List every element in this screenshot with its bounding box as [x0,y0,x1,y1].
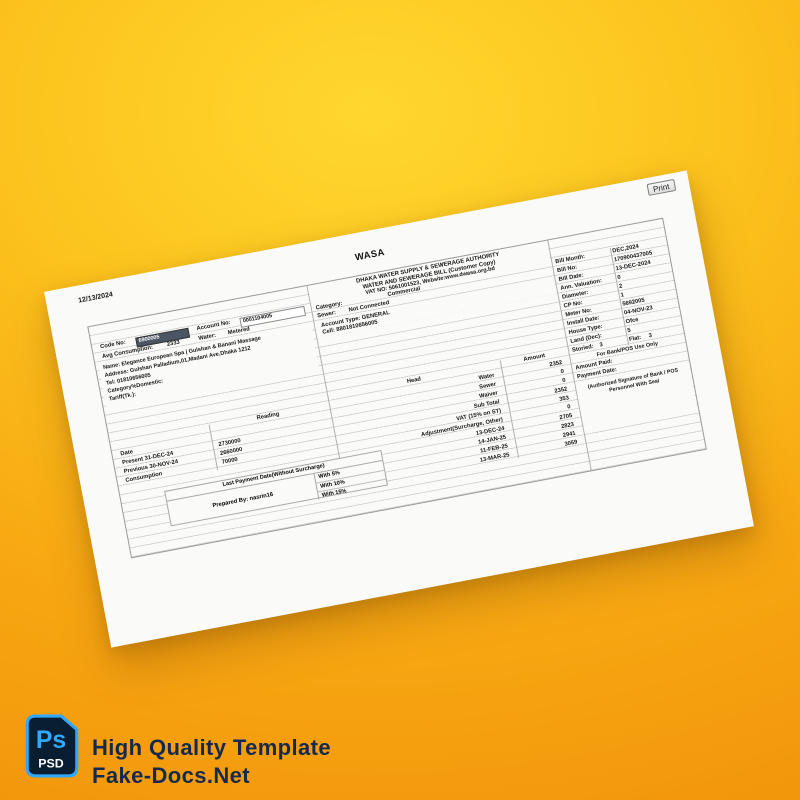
watermark-site: Fake-Docs.Net [92,763,251,788]
bill-document: 12/13/2024 Print WASA Code No: 6900005 A… [44,170,754,648]
charge-amounts: 2352 0 0 2352 353 0 2705 2823 2941 3059 [502,358,583,459]
reading-labels: Date Present 31-DEC-24 Previous 30-NOV-2… [120,440,181,486]
bill-table: Code No: 6900005 Account No: 0001104005 … [87,217,707,559]
photoshop-psd-icon: Ps PSD [25,714,79,778]
water-label: Water: [197,332,217,342]
last-payment-table: Last Payment Date(Without Surcharge) Pre… [164,449,388,527]
watermark-title: High Quality Template [92,735,332,760]
account-no-input[interactable]: 0001104005 [239,305,306,328]
reading-values: 2730000 2660000 70000 [218,437,245,468]
divider [208,424,219,470]
bill-info-rows: Bill Month: DEC,2024 Bill No: 170900437005… [551,237,684,356]
psd-icon-frame [25,714,79,778]
ps-icon-text: Ps [36,727,66,754]
code-no-input[interactable]: 6900005 [135,327,191,348]
reading-title: Reading [256,410,280,422]
account-no-label: Account No: [196,319,232,333]
psd-icon-text: PSD [38,757,64,771]
avg-consumption-value: 2333 [166,339,181,348]
